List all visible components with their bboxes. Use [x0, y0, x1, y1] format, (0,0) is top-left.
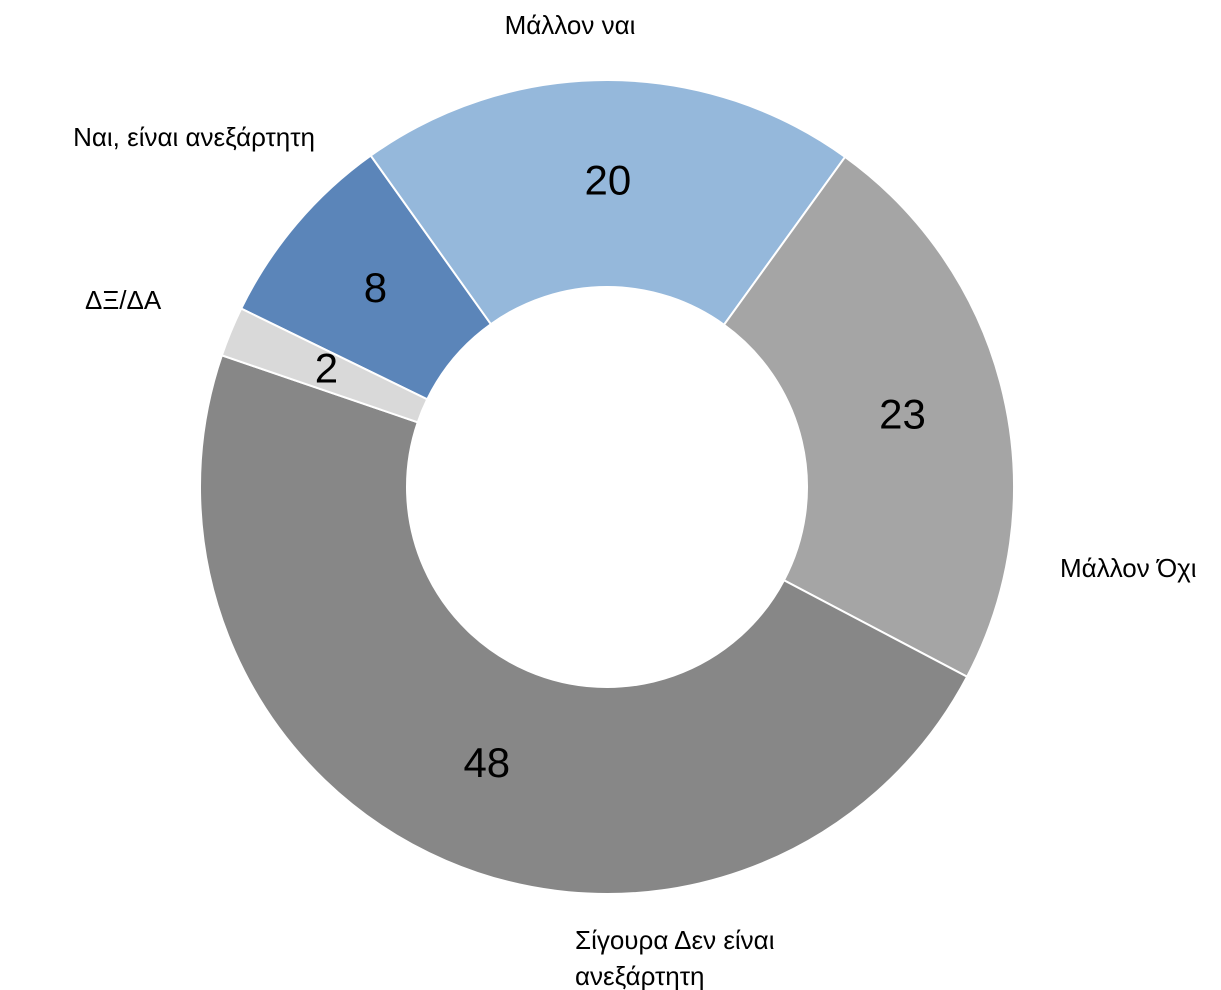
category-label: ΔΞ/ΔΑ	[85, 285, 162, 315]
donut-slice	[369, 79, 847, 327]
value-label: 2	[315, 344, 338, 391]
donut-slice	[722, 155, 1015, 679]
category-label: Μάλλον Όχι	[1060, 553, 1197, 583]
value-label: 48	[463, 739, 510, 786]
category-label: Μάλλον ναι	[504, 10, 636, 40]
category-label: Σίγουρα Δεν είναι ανεξάρτητη	[575, 925, 775, 990]
donut-slice	[220, 307, 429, 424]
value-label: 23	[879, 391, 926, 438]
value-label: 8	[364, 264, 387, 311]
category-label: Ναι, είναι ανεξάρτητη	[73, 122, 315, 152]
donut-slice	[199, 354, 969, 895]
value-label: 20	[584, 157, 631, 204]
